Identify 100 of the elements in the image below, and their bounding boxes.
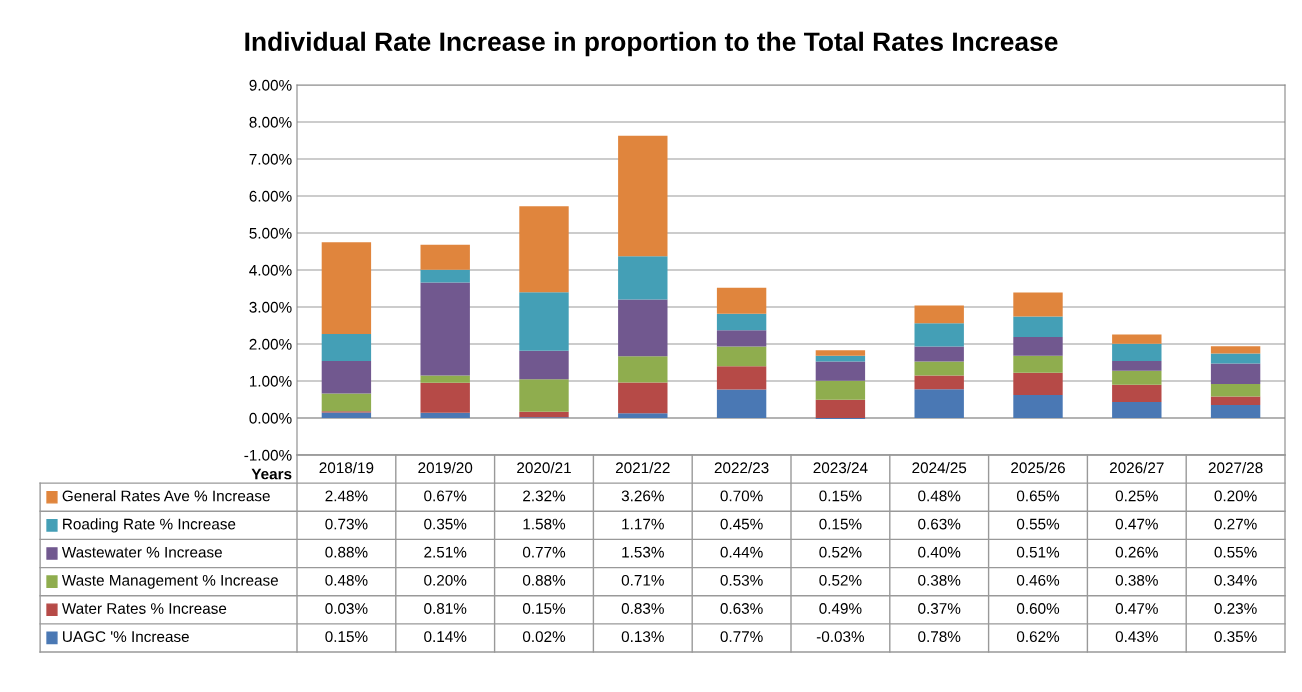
bar — [420, 412, 470, 418]
bar — [519, 379, 569, 412]
x-tick-label: 2022/23 — [714, 461, 769, 474]
bar — [914, 323, 964, 347]
y-tick-label: 6.00% — [249, 190, 292, 202]
legend-label: Waste Management % Increase — [61, 574, 278, 589]
data-label: 1.53% — [622, 546, 664, 558]
x-tick-label: 2023/24 — [813, 461, 868, 474]
y-tick-label: 8.00% — [249, 116, 292, 128]
data-label: 2.48% — [325, 490, 368, 502]
chart-title: Individual Rate Increase in proportion to the Total Rates Increase — [245, 31, 1058, 57]
data-label: 0.60% — [1016, 603, 1060, 614]
data-label: 0.26% — [1115, 546, 1158, 558]
bar — [716, 389, 767, 418]
bar — [321, 334, 372, 362]
data-label: 0.70% — [720, 490, 763, 502]
bar — [815, 350, 866, 356]
bar — [1112, 361, 1162, 371]
bar — [815, 361, 866, 381]
data-label: 0.40% — [918, 546, 961, 558]
bar — [1112, 384, 1162, 403]
bar — [321, 412, 372, 418]
data-label: 0.88% — [522, 574, 566, 586]
data-label: 0.67% — [424, 490, 467, 502]
data-label: 2.32% — [523, 490, 566, 502]
bar — [519, 206, 569, 293]
bar — [815, 380, 866, 400]
data-label: 0.63% — [918, 518, 961, 530]
y-tick-label: 3.00% — [249, 301, 292, 313]
data-label: 0.38% — [1115, 574, 1158, 586]
bar — [716, 330, 767, 347]
x-tick-label: 2026/27 — [1109, 461, 1164, 474]
legend-label: Roading Rate % Increase — [63, 518, 236, 533]
data-label: 0.48% — [918, 490, 961, 502]
data-label: 0.88% — [325, 546, 368, 558]
data-label: -0.03% — [816, 631, 865, 643]
data-label: 0.47% — [1115, 518, 1158, 530]
bar — [1013, 395, 1063, 418]
data-label: 0.23% — [1214, 603, 1257, 614]
y-tick-label: 5.00% — [249, 227, 292, 239]
data-label: 1.58% — [523, 518, 566, 530]
bar — [618, 356, 668, 383]
data-label: 0.27% — [1214, 518, 1257, 530]
data-label: 0.15% — [522, 603, 566, 614]
x-tick-label: 2025/26 — [1011, 461, 1065, 474]
bar — [716, 313, 767, 331]
data-label: 0.47% — [1115, 603, 1158, 614]
bar — [420, 382, 470, 413]
data-label: 0.14% — [424, 631, 467, 643]
data-label: 0.77% — [522, 546, 566, 558]
data-label: 0.45% — [720, 518, 763, 530]
data-label: 0.81% — [424, 603, 467, 614]
bar — [1112, 343, 1162, 362]
bar — [321, 361, 372, 394]
x-axis-title: Years — [251, 468, 292, 480]
bar — [1210, 346, 1261, 354]
x-tick-label: 2024/25 — [912, 461, 967, 474]
bar — [914, 305, 964, 324]
bar — [1210, 405, 1261, 418]
data-label: 0.03% — [325, 603, 368, 614]
data-label: 0.51% — [1016, 546, 1060, 558]
data-label: 0.62% — [1016, 631, 1060, 643]
bar — [420, 282, 470, 376]
bar — [716, 287, 767, 314]
data-label: 0.15% — [819, 518, 862, 530]
bar — [1210, 383, 1261, 397]
bar — [618, 135, 668, 257]
bar — [321, 242, 372, 335]
y-tick-label: 0.00% — [249, 412, 292, 424]
legend-label: Water Rates % Increase — [61, 603, 227, 614]
data-label: 0.35% — [1214, 631, 1257, 643]
bar — [420, 375, 470, 383]
data-label: 0.78% — [918, 631, 961, 643]
y-tick-label: 4.00% — [249, 264, 292, 276]
bar — [716, 346, 767, 367]
data-label: 0.34% — [1214, 574, 1257, 586]
bar — [618, 299, 668, 357]
legend-label: UAGC '% Increase — [63, 631, 189, 643]
data-label: 0.20% — [1214, 490, 1257, 502]
bar — [1013, 355, 1063, 373]
data-label: 0.46% — [1016, 574, 1060, 586]
bar — [815, 399, 866, 418]
data-label: 0.52% — [819, 546, 862, 558]
bar — [519, 292, 569, 351]
data-label: 0.15% — [325, 631, 368, 643]
bar — [618, 413, 668, 418]
y-tick-label: 9.00% — [249, 79, 292, 91]
data-label: 0.20% — [424, 574, 467, 586]
data-label: 0.63% — [720, 603, 763, 614]
bar — [1112, 402, 1162, 418]
data-label: 3.26% — [621, 490, 664, 502]
bar — [1210, 396, 1261, 406]
x-tick-label: 2018/19 — [319, 461, 374, 474]
data-label: 0.53% — [720, 574, 763, 586]
data-label: 0.65% — [1016, 490, 1060, 502]
bar — [420, 269, 470, 283]
data-label: 0.37% — [918, 603, 961, 614]
data-label: 0.48% — [325, 574, 368, 586]
bar — [914, 389, 964, 418]
bar — [914, 346, 964, 362]
